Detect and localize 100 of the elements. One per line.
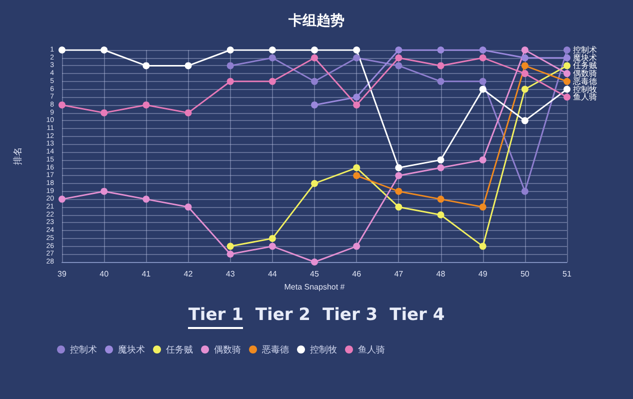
point (353, 94, 360, 101)
point (184, 109, 192, 116)
point (395, 204, 402, 211)
point (268, 54, 276, 62)
point (353, 46, 360, 54)
point (564, 54, 570, 62)
x-tick-label: 42 (184, 270, 194, 278)
point (564, 62, 570, 70)
point (395, 54, 402, 62)
point (479, 46, 486, 54)
point (268, 242, 276, 250)
point (268, 234, 276, 242)
legend-label: 魔块术 (118, 344, 145, 354)
point (353, 101, 360, 108)
point (564, 78, 570, 85)
point (353, 54, 360, 62)
point (564, 86, 570, 93)
point (521, 54, 528, 62)
point (437, 46, 444, 54)
x-tick-label: 49 (478, 270, 488, 278)
legend-label: 任务贼 (165, 344, 193, 354)
x-tick-label: 51 (562, 270, 572, 278)
point (311, 54, 318, 62)
point (395, 46, 402, 54)
point (437, 164, 444, 172)
text: 控制术 (573, 46, 597, 54)
point (479, 204, 486, 211)
point (437, 196, 444, 203)
point (268, 46, 276, 54)
point (479, 86, 486, 93)
point (521, 62, 528, 70)
legend-label: 偶数骑 (214, 344, 241, 354)
point (100, 188, 108, 195)
point (58, 196, 66, 203)
point (100, 109, 108, 116)
legend-label: 恶毒德 (261, 344, 289, 354)
x-axis-title: Meta Snapshot # (284, 282, 346, 292)
point (564, 94, 570, 101)
x-tick-label: 50 (520, 270, 530, 278)
point (142, 62, 150, 70)
point (479, 78, 486, 85)
point (521, 46, 528, 54)
point (311, 258, 318, 266)
point (226, 242, 234, 250)
point (226, 62, 234, 70)
y-axis-title: 排名 (12, 147, 22, 165)
point (142, 196, 150, 203)
legend-label: 鱼人骑 (358, 344, 385, 354)
point (184, 204, 192, 211)
text: 偶数骑 (573, 69, 597, 78)
x-tick-label: 47 (394, 270, 404, 278)
point (58, 46, 66, 54)
point (395, 164, 402, 172)
legend-label: 控制牧 (310, 344, 337, 354)
point (142, 101, 150, 108)
point (311, 46, 318, 54)
point (353, 242, 360, 250)
point (100, 46, 108, 54)
point (479, 156, 486, 164)
point (311, 101, 318, 108)
x-tick-label: 41 (142, 270, 152, 278)
text: Tier 4 (390, 305, 445, 327)
point (353, 164, 360, 172)
text: Tier 1 (188, 305, 244, 329)
point (184, 62, 192, 70)
point (521, 86, 528, 93)
point (395, 188, 402, 195)
x-tick-label: 44 (268, 270, 278, 278)
point (479, 54, 486, 62)
point (353, 172, 360, 180)
text: 控制牧 (573, 84, 597, 94)
chart-title: 卡组趋势 (288, 12, 344, 28)
point (395, 172, 402, 180)
text: 任务贼 (573, 61, 597, 70)
point (437, 211, 444, 218)
point (437, 78, 444, 85)
point (226, 46, 234, 54)
legend-label: 控制术 (70, 344, 97, 354)
point (226, 78, 234, 85)
text: 恶毒德 (573, 76, 597, 86)
point (521, 117, 528, 124)
x-tick-label: 40 (100, 270, 110, 278)
x-tick-label: 48 (436, 270, 446, 278)
point (521, 70, 528, 78)
point (226, 250, 234, 258)
text: Tier 3 (322, 305, 378, 327)
text: 魔块术 (573, 53, 597, 62)
point (564, 70, 570, 78)
point (479, 242, 486, 250)
point (437, 156, 444, 164)
x-tick-label: 43 (226, 270, 236, 278)
point (395, 62, 402, 70)
x-tick-label: 46 (352, 270, 362, 278)
point (437, 62, 444, 70)
point (311, 180, 318, 187)
x-tick-label: 45 (310, 270, 320, 278)
text: Tier 2 (255, 305, 310, 327)
point (58, 101, 66, 108)
point (564, 46, 570, 54)
point (521, 188, 528, 195)
